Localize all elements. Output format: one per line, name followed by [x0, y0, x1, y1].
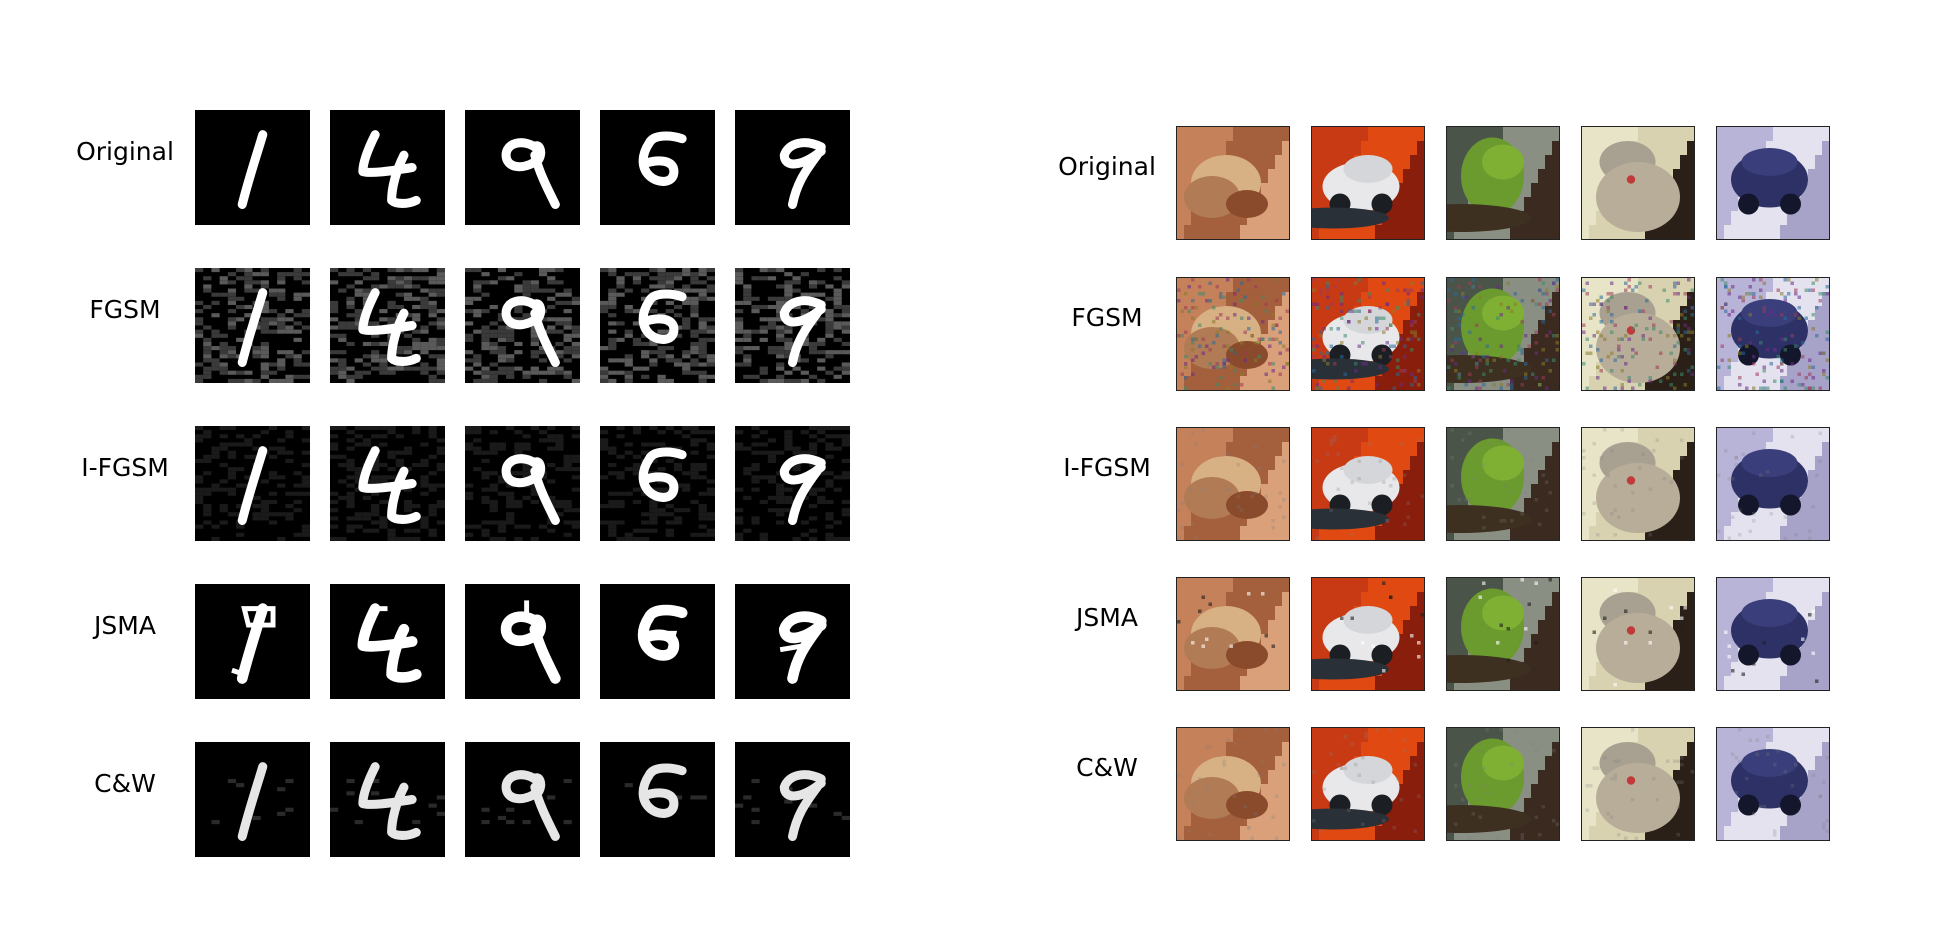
mnist-digit-image — [465, 268, 580, 383]
cifar-frog-image — [1446, 427, 1560, 541]
mnist-digit-image — [735, 268, 850, 383]
mnist-digit-image — [465, 110, 580, 225]
mnist-digit-image — [330, 110, 445, 225]
mnist-digit-image — [330, 268, 445, 383]
cifar-row-label: FGSM — [1071, 303, 1143, 332]
cifar-frog-image — [1446, 727, 1560, 841]
cifar-car-image — [1311, 277, 1425, 391]
cifar-cat-image — [1581, 577, 1695, 691]
cifar-row-label: Original — [1058, 152, 1156, 181]
mnist-digit-image — [735, 742, 850, 857]
mnist-digit-image — [195, 584, 310, 699]
mnist-row-label: Original — [76, 137, 174, 166]
mnist-row-label: FGSM — [89, 295, 161, 324]
mnist-digit-image — [195, 742, 310, 857]
mnist-digit-image — [330, 742, 445, 857]
cifar-row-label: I-FGSM — [1063, 453, 1151, 482]
cifar-truck-image — [1716, 577, 1830, 691]
cifar-frog-image — [1176, 427, 1290, 541]
mnist-digit-image — [465, 584, 580, 699]
mnist-digit-image — [600, 426, 715, 541]
cifar-cat-image — [1581, 427, 1695, 541]
cifar-frog-image — [1446, 277, 1560, 391]
mnist-row-label: I-FGSM — [81, 453, 169, 482]
cifar-truck-image — [1716, 727, 1830, 841]
mnist-digit-image — [195, 110, 310, 225]
cifar-frog-image — [1176, 277, 1290, 391]
cifar-car-image — [1311, 577, 1425, 691]
mnist-digit-image — [195, 426, 310, 541]
mnist-digit-image — [330, 426, 445, 541]
cifar-frog-image — [1176, 126, 1290, 240]
mnist-row-label: JSMA — [94, 611, 156, 640]
cifar-car-image — [1311, 727, 1425, 841]
cifar-car-image — [1311, 427, 1425, 541]
mnist-digit-image — [600, 110, 715, 225]
cifar-truck-image — [1716, 427, 1830, 541]
cifar-cat-image — [1581, 277, 1695, 391]
cifar-frog-image — [1176, 727, 1290, 841]
mnist-digit-image — [195, 268, 310, 383]
mnist-digit-image — [735, 426, 850, 541]
cifar-cat-image — [1581, 727, 1695, 841]
cifar-row-label: JSMA — [1076, 603, 1138, 632]
mnist-digit-image — [600, 268, 715, 383]
mnist-digit-image — [465, 426, 580, 541]
cifar-truck-image — [1716, 277, 1830, 391]
cifar-cat-image — [1581, 126, 1695, 240]
mnist-digit-image — [600, 742, 715, 857]
mnist-digit-image — [735, 584, 850, 699]
cifar-frog-image — [1446, 577, 1560, 691]
cifar-frog-image — [1446, 126, 1560, 240]
cifar-truck-image — [1716, 126, 1830, 240]
mnist-digit-image — [465, 742, 580, 857]
mnist-digit-image — [600, 584, 715, 699]
cifar-car-image — [1311, 126, 1425, 240]
mnist-row-label: C&W — [94, 769, 156, 798]
mnist-digit-image — [330, 584, 445, 699]
cifar-row-label: C&W — [1076, 753, 1138, 782]
cifar-frog-image — [1176, 577, 1290, 691]
mnist-digit-image — [735, 110, 850, 225]
